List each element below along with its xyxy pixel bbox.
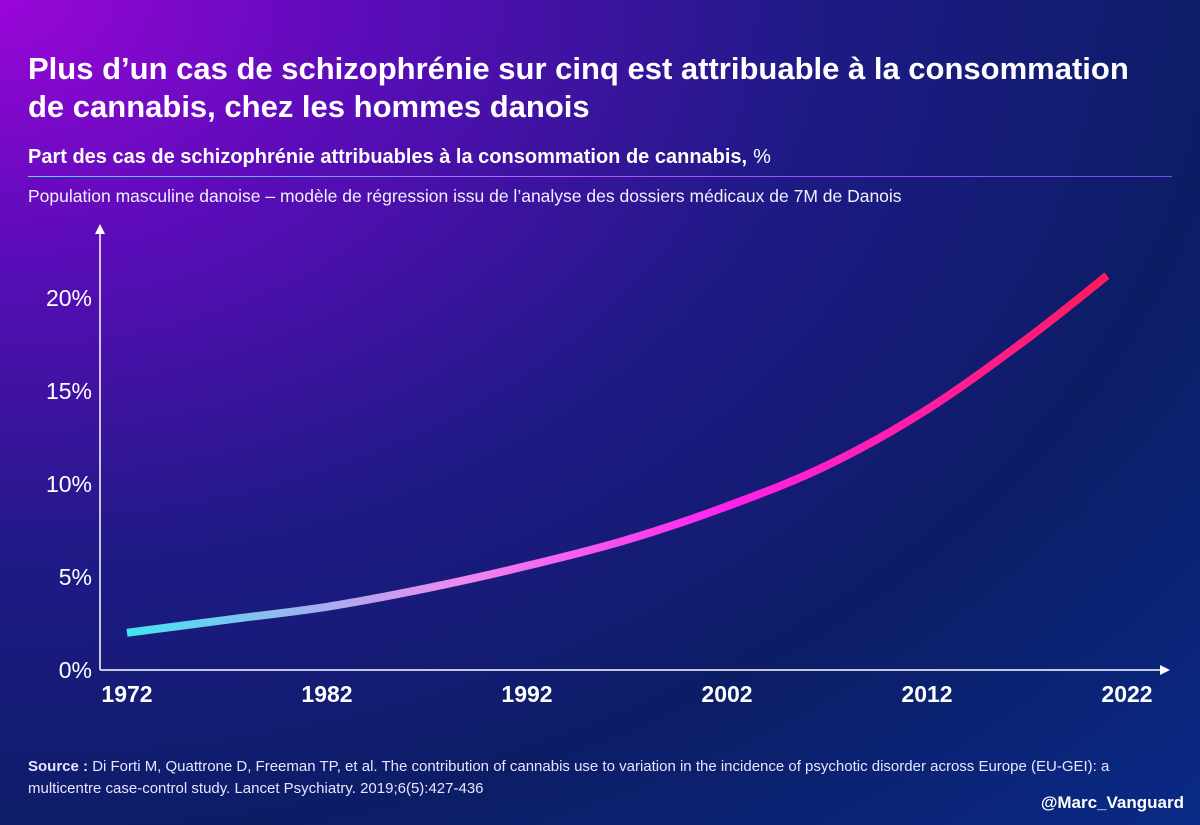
- series-group: [126, 272, 1110, 637]
- chart-subtitle: Part des cas de schizophrénie attribuabl…: [28, 146, 771, 169]
- y-tick-label: 0%: [59, 657, 92, 683]
- chart-title: Plus d’un cas de schizophrénie sur cinq …: [28, 51, 1129, 124]
- y-tick-label: 20%: [46, 285, 92, 311]
- x-tick-label: 2002: [701, 681, 752, 707]
- x-tick-label: 2012: [901, 681, 952, 707]
- x-axis-arrow: [1160, 665, 1170, 675]
- source-label: Source :: [28, 758, 89, 775]
- x-axis-ticks: 1972 1982 1992 2002 2012 2022: [101, 681, 1152, 707]
- source-note: Source : Di Forti M, Quattrone D, Freema…: [28, 756, 1168, 800]
- source-text: Di Forti M, Quattrone D, Freeman TP, et …: [28, 758, 1110, 797]
- chart-axes: [95, 224, 1170, 675]
- x-tick-label: 1992: [501, 681, 552, 707]
- y-tick-label: 5%: [59, 564, 92, 590]
- x-tick-label: 1982: [301, 681, 352, 707]
- subtitle-divider: [28, 176, 1172, 177]
- subtitle-text: Part des cas de schizophrénie attribuabl…: [28, 146, 748, 168]
- series-line: [126, 272, 1110, 637]
- y-axis-arrow: [95, 224, 105, 234]
- subtitle-unit: %: [753, 146, 771, 168]
- y-tick-label: 10%: [46, 471, 92, 497]
- author-handle: @Marc_Vanguard: [1040, 793, 1184, 812]
- chart-caption: Population masculine danoise – modèle de…: [28, 186, 902, 206]
- x-tick-label: 1972: [101, 681, 152, 707]
- y-axis-ticks: 0% 5% 10% 15% 20%: [46, 285, 92, 683]
- y-tick-label: 15%: [46, 378, 92, 404]
- x-tick-label: 2022: [1101, 681, 1152, 707]
